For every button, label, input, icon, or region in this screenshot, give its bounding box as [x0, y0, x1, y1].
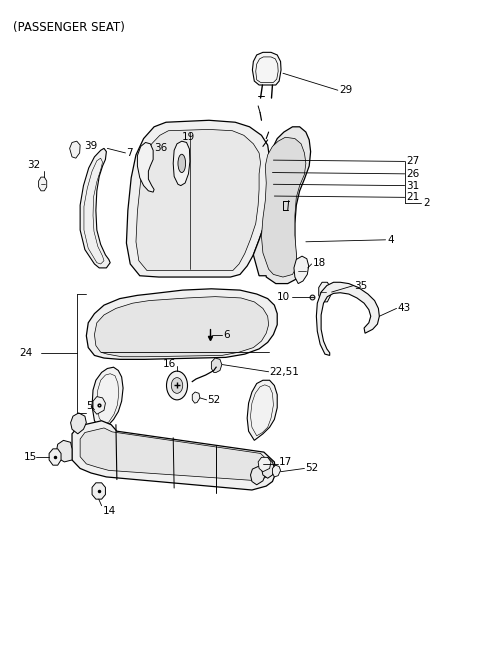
Text: 6: 6 [223, 329, 230, 340]
Polygon shape [294, 256, 309, 283]
Polygon shape [273, 465, 281, 477]
Polygon shape [86, 289, 277, 359]
Polygon shape [173, 141, 190, 186]
Polygon shape [253, 127, 311, 283]
Text: 15: 15 [24, 453, 37, 462]
Text: 4: 4 [387, 235, 394, 245]
Text: 52: 52 [207, 395, 221, 405]
Text: 10: 10 [277, 292, 290, 302]
Polygon shape [319, 282, 331, 302]
Text: 39: 39 [84, 142, 97, 152]
Text: 26: 26 [406, 169, 420, 179]
Text: (PASSENGER SEAT): (PASSENGER SEAT) [13, 21, 125, 34]
Text: 32: 32 [28, 159, 41, 170]
Text: 52: 52 [305, 463, 319, 474]
Polygon shape [71, 413, 86, 434]
Text: 27: 27 [406, 156, 420, 167]
Text: 29: 29 [339, 85, 352, 95]
Polygon shape [211, 358, 222, 373]
Polygon shape [92, 483, 106, 499]
Text: 24: 24 [20, 348, 33, 358]
Polygon shape [80, 148, 110, 268]
Ellipse shape [178, 154, 186, 173]
Polygon shape [93, 397, 106, 414]
Polygon shape [92, 367, 123, 429]
Text: 21: 21 [406, 192, 420, 202]
Text: 43: 43 [397, 304, 411, 314]
Text: 17: 17 [279, 457, 292, 467]
Polygon shape [56, 440, 72, 462]
Polygon shape [49, 449, 61, 465]
Text: 2: 2 [423, 197, 430, 207]
Polygon shape [136, 129, 261, 270]
Polygon shape [262, 457, 275, 478]
Text: 5: 5 [86, 401, 93, 411]
Circle shape [167, 371, 188, 400]
Text: 18: 18 [312, 258, 326, 268]
Polygon shape [251, 466, 265, 485]
Polygon shape [38, 177, 47, 191]
Polygon shape [126, 120, 270, 277]
Polygon shape [137, 142, 154, 192]
Text: 16: 16 [163, 359, 177, 369]
Text: 19: 19 [182, 132, 195, 142]
Polygon shape [247, 380, 277, 440]
Text: 22,51: 22,51 [270, 367, 300, 377]
Polygon shape [80, 428, 269, 481]
Text: 36: 36 [154, 144, 168, 154]
Polygon shape [70, 141, 80, 158]
Circle shape [171, 378, 183, 394]
Polygon shape [252, 52, 281, 85]
Polygon shape [72, 420, 276, 490]
Text: 14: 14 [103, 506, 116, 516]
Text: 31: 31 [406, 180, 420, 191]
Text: 35: 35 [355, 281, 368, 291]
Polygon shape [316, 282, 379, 356]
Text: 7: 7 [126, 148, 133, 158]
Polygon shape [258, 457, 271, 472]
Polygon shape [95, 297, 269, 357]
Polygon shape [262, 137, 306, 277]
Polygon shape [192, 392, 200, 403]
